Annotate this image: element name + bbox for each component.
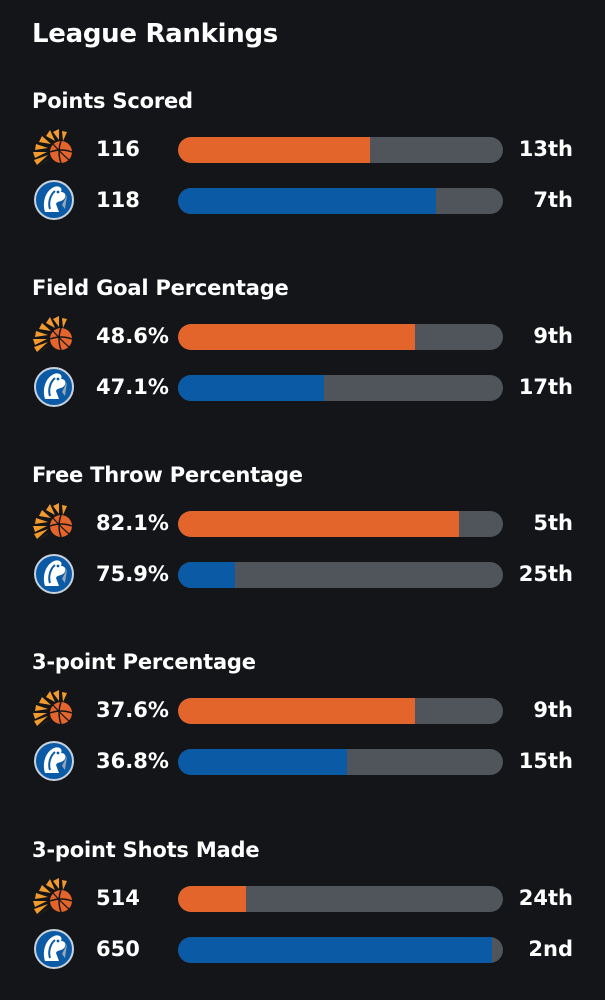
team-stat-row-mavericks: 47.1% 17th	[32, 364, 573, 410]
ranking-bar-track	[178, 698, 503, 724]
ranking-bar-fill	[178, 749, 347, 775]
section-title: 3-point Shots Made	[32, 838, 260, 862]
team-stat-row-suns: 48.6% 9th	[32, 313, 573, 359]
suns-basketball-logo-icon	[32, 689, 76, 731]
stat-section-points-scored: Points Scored 116 13th 118	[32, 86, 573, 220]
mavericks-horse-logo-icon	[32, 366, 76, 408]
mavericks-horse-logo-icon	[32, 740, 76, 782]
ranking-bar-fill	[178, 137, 370, 163]
ranking-bar-fill	[178, 886, 247, 912]
ranking-bar-fill	[178, 937, 493, 963]
stat-section-free-throw-percentage: Free Throw Percentage 82.1% 5th 75.9%	[32, 460, 573, 594]
ranking-bar-track	[178, 324, 503, 350]
stat-section-3-point-shots-made: 3-point Shots Made 514 24th 650	[32, 835, 573, 969]
section-title: Free Throw Percentage	[32, 463, 303, 487]
ranking-bar-track	[178, 937, 503, 963]
ranking-bar-track	[178, 749, 503, 775]
league-rank: 13th	[518, 137, 573, 161]
stat-value: 47.1%	[96, 375, 169, 399]
page-title: League Rankings	[32, 19, 278, 49]
league-rank: 7th	[533, 188, 573, 212]
mavericks-horse-logo-icon	[32, 179, 76, 221]
section-title: Field Goal Percentage	[32, 276, 289, 300]
ranking-bar-fill	[178, 188, 437, 214]
stat-value: 82.1%	[96, 511, 169, 535]
league-rank: 9th	[533, 324, 573, 348]
team-stat-row-mavericks: 118 7th	[32, 177, 573, 223]
team-stat-row-mavericks: 650 2nd	[32, 926, 573, 972]
team-stat-row-suns: 116 13th	[32, 126, 573, 172]
team-stat-row-mavericks: 36.8% 15th	[32, 738, 573, 784]
ranking-bar-track	[178, 511, 503, 537]
stat-value: 36.8%	[96, 749, 169, 773]
mavericks-horse-logo-icon	[32, 928, 76, 970]
suns-basketball-logo-icon	[32, 315, 76, 357]
league-rank: 2nd	[528, 937, 573, 961]
stat-value: 48.6%	[96, 324, 169, 348]
section-title: Points Scored	[32, 89, 193, 113]
ranking-bar-fill	[178, 562, 235, 588]
league-rank: 9th	[533, 698, 573, 722]
suns-basketball-logo-icon	[32, 877, 76, 919]
stat-value: 116	[96, 137, 140, 161]
stat-value: 37.6%	[96, 698, 169, 722]
ranking-bar-track	[178, 375, 503, 401]
stat-section-3-point-percentage: 3-point Percentage 37.6% 9th 36.8%	[32, 647, 573, 781]
league-rank: 24th	[518, 886, 573, 910]
ranking-bar-fill	[178, 511, 460, 537]
ranking-bar-fill	[178, 375, 325, 401]
league-rank: 15th	[518, 749, 573, 773]
league-rank: 17th	[518, 375, 573, 399]
suns-basketball-logo-icon	[32, 502, 76, 544]
league-rank: 25th	[518, 562, 573, 586]
team-stat-row-suns: 514 24th	[32, 875, 573, 921]
stat-section-field-goal-percentage: Field Goal Percentage 48.6% 9th 47.1%	[32, 273, 573, 407]
team-stat-row-suns: 37.6% 9th	[32, 687, 573, 733]
ranking-bar-track	[178, 562, 503, 588]
ranking-bar-track	[178, 137, 503, 163]
ranking-bar-fill	[178, 698, 415, 724]
team-stat-row-mavericks: 75.9% 25th	[32, 551, 573, 597]
ranking-bar-fill	[178, 324, 415, 350]
ranking-bar-track	[178, 886, 503, 912]
team-stat-row-suns: 82.1% 5th	[32, 500, 573, 546]
section-title: 3-point Percentage	[32, 650, 256, 674]
stat-value: 75.9%	[96, 562, 169, 586]
ranking-bar-track	[178, 188, 503, 214]
league-rank: 5th	[533, 511, 573, 535]
stat-value: 118	[96, 188, 140, 212]
mavericks-horse-logo-icon	[32, 553, 76, 595]
suns-basketball-logo-icon	[32, 128, 76, 170]
stat-value: 650	[96, 937, 140, 961]
stat-value: 514	[96, 886, 140, 910]
